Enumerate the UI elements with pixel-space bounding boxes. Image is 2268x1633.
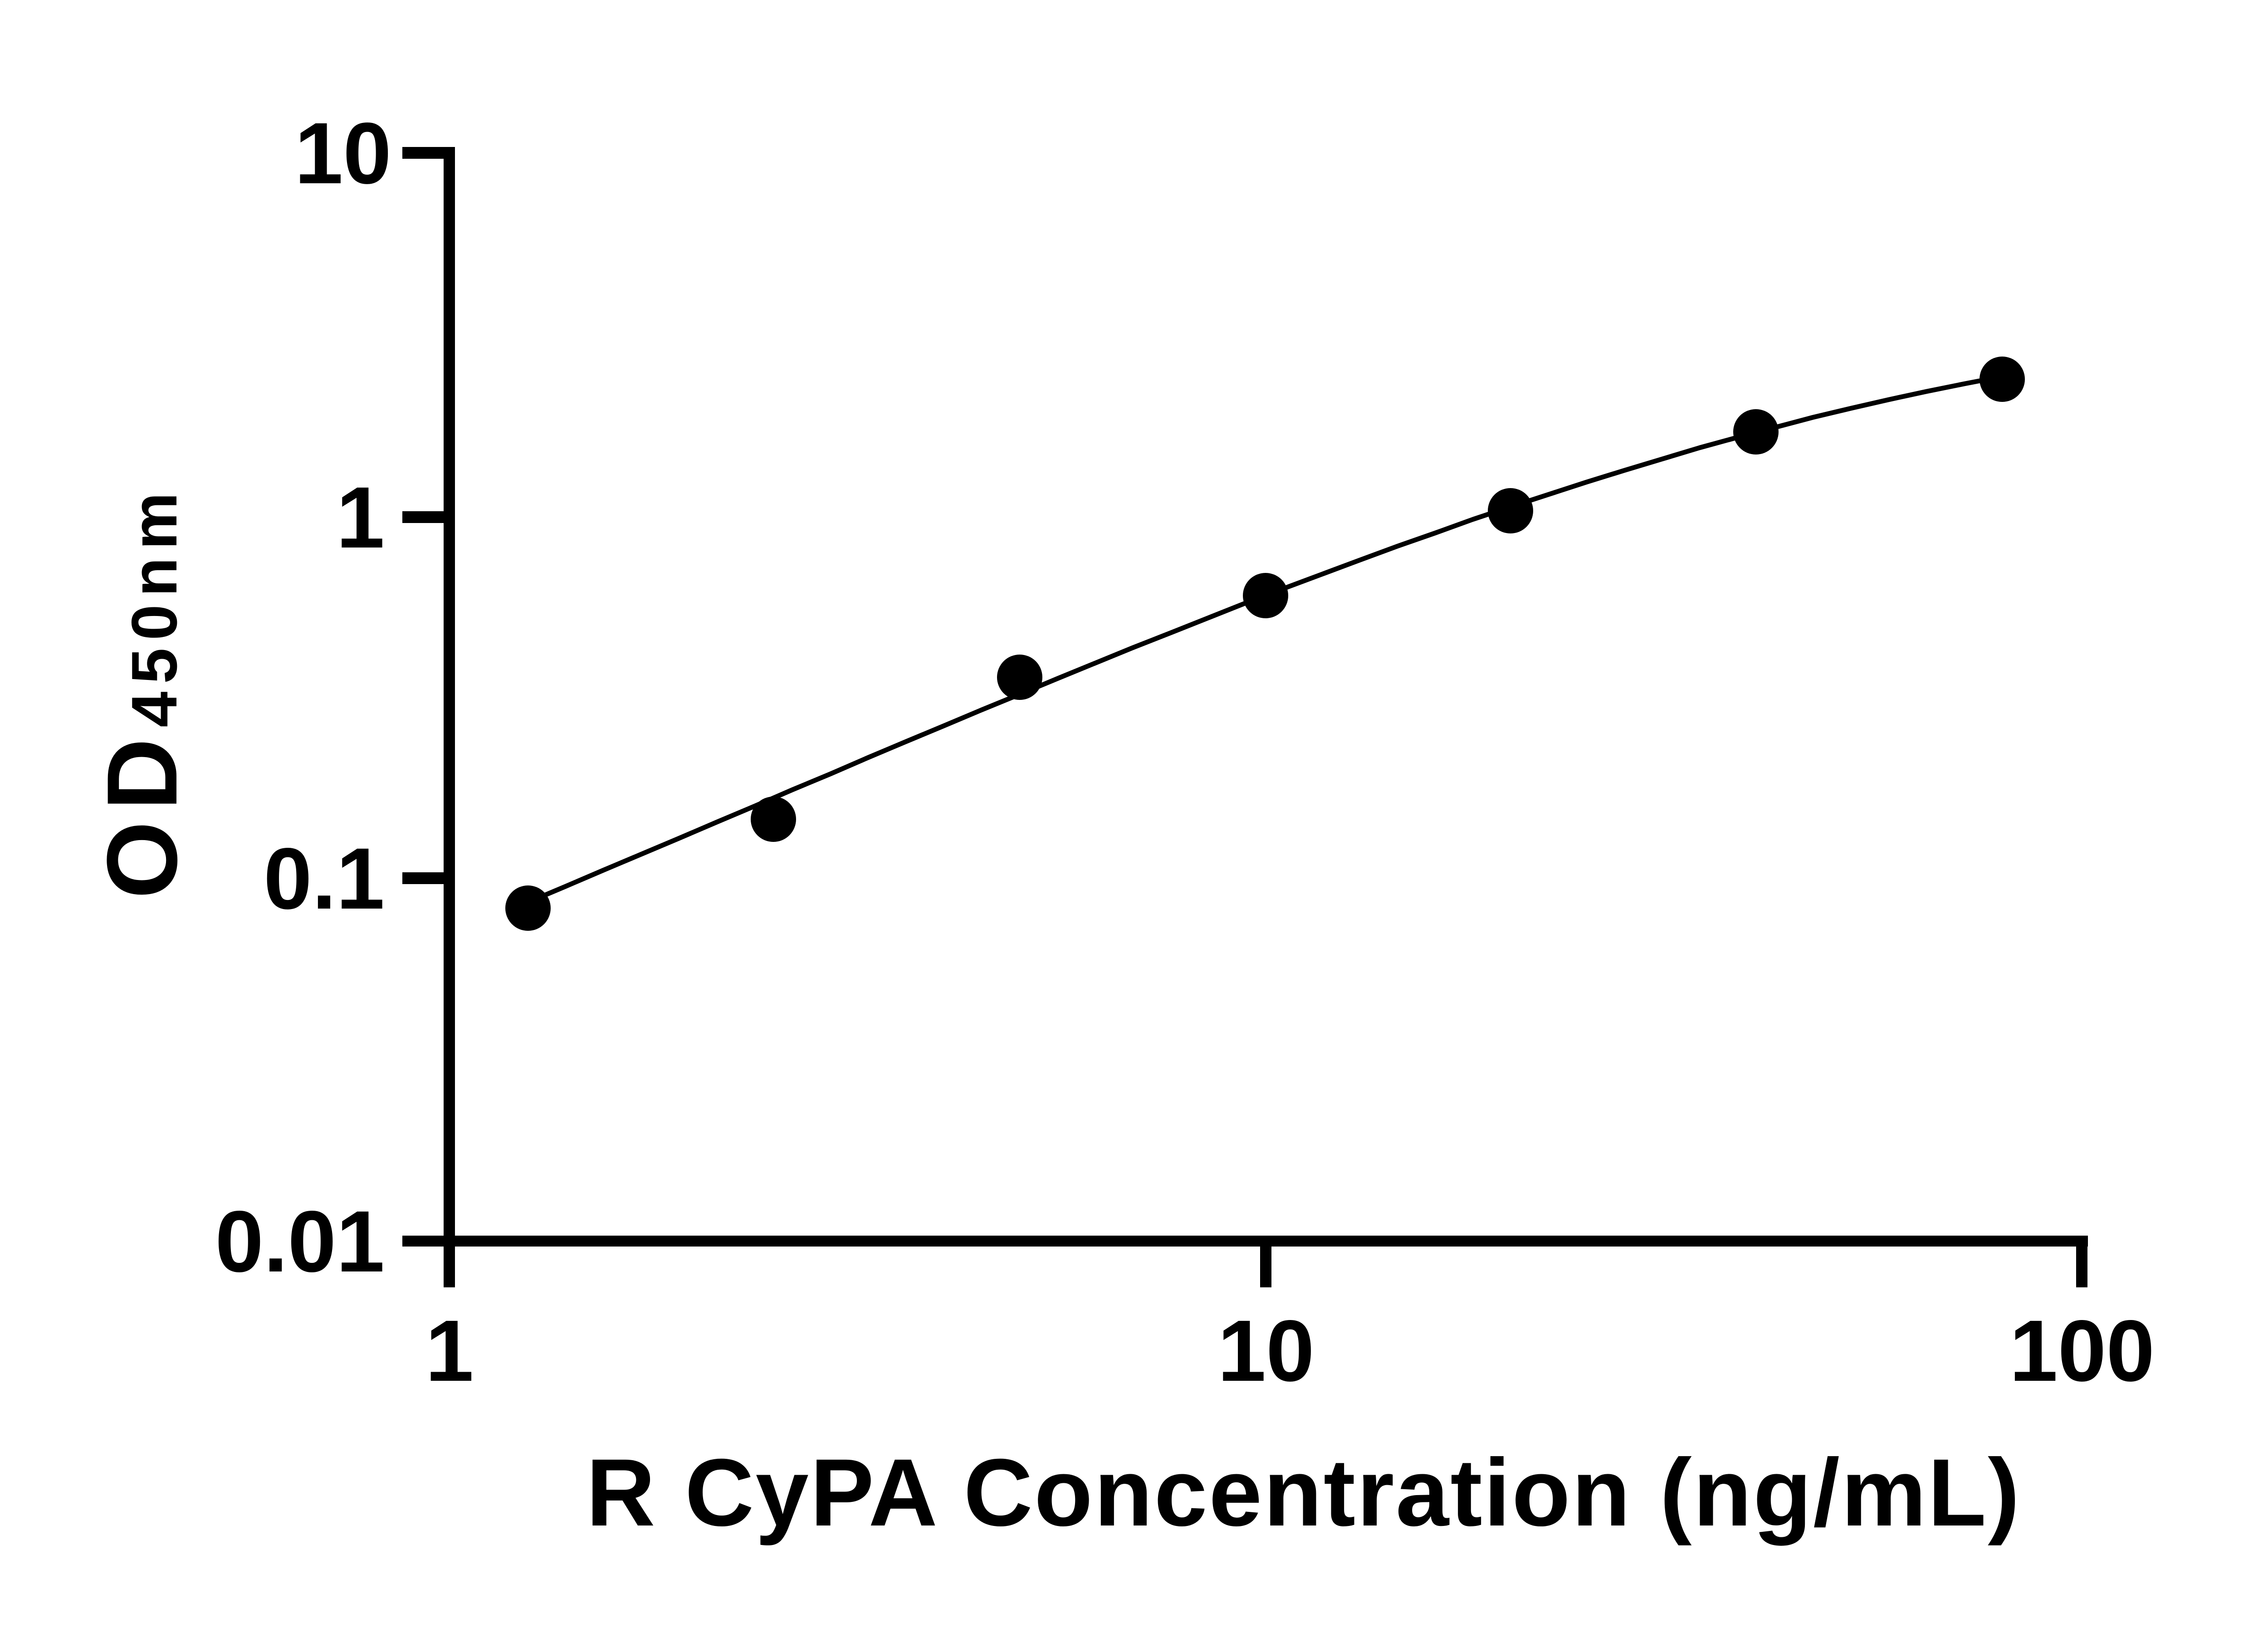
svg-text:100: 100 bbox=[2009, 1302, 2155, 1399]
svg-text:0.1: 0.1 bbox=[264, 830, 385, 927]
svg-text:R CyPA Concentration (ng/mL): R CyPA Concentration (ng/mL) bbox=[586, 1439, 2021, 1546]
svg-text:10: 10 bbox=[294, 104, 391, 202]
svg-text:0.01: 0.01 bbox=[215, 1193, 385, 1290]
svg-text:1: 1 bbox=[336, 469, 385, 566]
svg-text:10: 10 bbox=[1217, 1302, 1315, 1399]
svg-text:1: 1 bbox=[425, 1302, 474, 1399]
